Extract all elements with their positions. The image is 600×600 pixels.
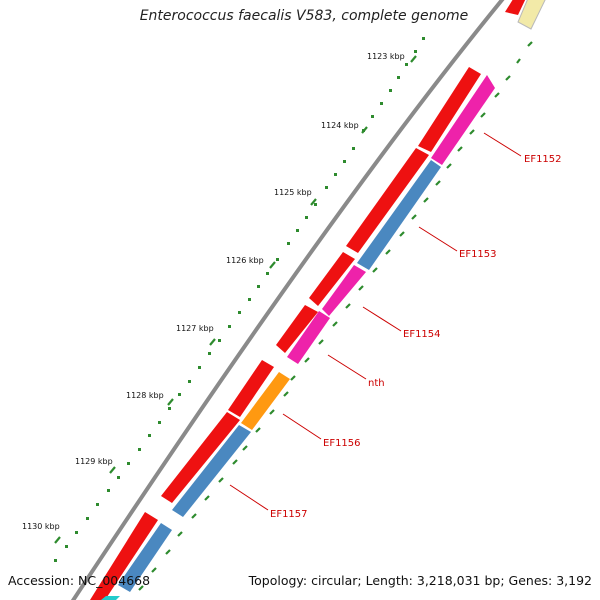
cds-feature bbox=[309, 252, 355, 306]
tick-label: 1129 kbp bbox=[75, 457, 113, 466]
genome-summary: Topology: circular; Length: 3,218,031 bp… bbox=[248, 573, 592, 588]
tick-label: 1124 kbp bbox=[321, 121, 359, 130]
gene-label: EF1153 bbox=[459, 249, 497, 260]
cds-feature bbox=[505, 0, 526, 15]
cds-feature bbox=[418, 67, 481, 152]
blue-feature bbox=[357, 160, 441, 270]
blue-feature bbox=[118, 523, 172, 592]
label-leaders bbox=[229, 132, 522, 511]
map-title: Enterococcus faecalis V583, complete gen… bbox=[139, 8, 469, 24]
cds-feature bbox=[90, 512, 158, 600]
cds-track bbox=[90, 0, 526, 600]
gene-label: EF1152 bbox=[524, 154, 562, 165]
gene-label: EF1157 bbox=[270, 509, 308, 520]
tick-label: 1123 kbp bbox=[367, 52, 405, 61]
cyan-feature bbox=[101, 596, 120, 600]
tick-label: 1127 kbp bbox=[176, 324, 214, 333]
gene-label: nth bbox=[368, 378, 385, 389]
gc-ring-inner bbox=[54, 37, 425, 562]
pale-feature bbox=[517, 0, 546, 30]
gene-label: EF1154 bbox=[403, 329, 441, 340]
cds-feature bbox=[161, 412, 240, 503]
genome-backbone bbox=[70, 0, 505, 600]
gc-ring-outer bbox=[138, 41, 533, 591]
tick-marks bbox=[54, 55, 417, 544]
feature-track-2 bbox=[101, 0, 546, 600]
blue-feature bbox=[172, 425, 251, 517]
pink-feature bbox=[322, 265, 366, 316]
tick-label: 1130 kbp bbox=[22, 522, 60, 531]
orange-feature bbox=[241, 372, 290, 430]
cds-feature bbox=[276, 305, 318, 353]
cds-feature bbox=[346, 148, 429, 253]
tick-label: 1126 kbp bbox=[226, 256, 264, 265]
gene-label: EF1156 bbox=[323, 438, 361, 449]
accession-text: Accession: NC_004668 bbox=[8, 573, 151, 588]
tick-label: 1125 kbp bbox=[274, 188, 312, 197]
pink-feature bbox=[431, 75, 495, 165]
tick-label: 1128 kbp bbox=[126, 391, 164, 400]
cds-feature bbox=[228, 360, 274, 417]
pink-feature bbox=[287, 311, 330, 364]
